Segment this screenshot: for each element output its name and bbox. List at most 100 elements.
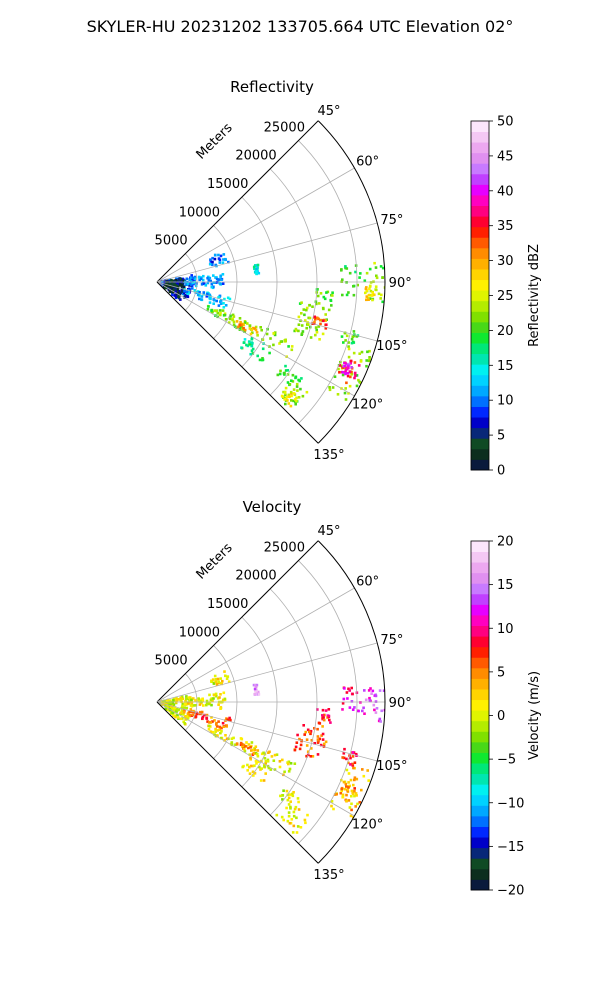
echo-gate	[189, 708, 193, 711]
range-axis-label: Meters	[194, 540, 236, 582]
echo-gate	[346, 365, 350, 368]
echo-gate	[255, 264, 258, 268]
echo-gate	[217, 720, 220, 723]
echo-gate	[295, 385, 299, 388]
echo-gate	[254, 690, 257, 693]
colorbar-tick-label: −15	[497, 840, 524, 855]
echo-gate	[213, 253, 217, 257]
echo-gate	[298, 737, 301, 741]
echo-gate	[187, 290, 190, 294]
azimuth-tick-label: 75°	[380, 633, 403, 648]
echo-gate	[316, 738, 320, 741]
echo-gate	[316, 753, 320, 756]
echo-gate	[329, 298, 332, 302]
echo-gate	[251, 770, 255, 774]
echo-gate	[283, 392, 287, 395]
colorbar-label: Velocity (m/s)	[527, 671, 542, 760]
echo-gate	[333, 375, 337, 378]
echo-gate	[220, 730, 223, 733]
echo-gate	[366, 769, 369, 772]
echo-gate	[345, 793, 348, 797]
echo-gate	[344, 782, 348, 786]
echo-gate	[360, 788, 363, 792]
panel-title: Velocity	[243, 498, 302, 516]
range-tick-label: 15000	[207, 597, 248, 612]
echo-gate	[177, 295, 180, 299]
echo-cluster	[210, 670, 231, 686]
echo-gate	[269, 337, 272, 340]
echo-gate	[179, 717, 183, 721]
echo-gate	[353, 371, 357, 375]
colorbar-tick-label: 15	[497, 578, 514, 593]
colorbar-segment	[471, 438, 489, 450]
echo-gate	[378, 717, 382, 721]
echo-gate	[159, 703, 163, 707]
echo-cluster	[293, 724, 328, 758]
azimuth-tick-label: 120°	[352, 818, 383, 833]
echo-gate	[176, 713, 179, 717]
echo-gate	[181, 702, 185, 706]
echo-gate	[224, 674, 227, 678]
echo-gate	[213, 257, 217, 261]
echo-gate	[254, 685, 258, 689]
echo-gate	[244, 745, 247, 748]
echo-gate	[347, 781, 350, 784]
echo-gate	[256, 266, 259, 270]
echo-gate	[347, 362, 351, 366]
echo-gate	[353, 778, 356, 782]
echo-gate	[355, 374, 359, 377]
echo-gate	[245, 343, 248, 347]
echo-gate	[255, 683, 259, 687]
echo-gate	[303, 733, 306, 736]
echo-gate	[281, 758, 284, 762]
echo-cluster	[208, 253, 230, 268]
echo-gate	[219, 707, 222, 710]
echo-gate	[350, 802, 353, 806]
echo-gate	[371, 298, 374, 302]
echo-gate	[354, 270, 357, 274]
range-tick-label: 10000	[179, 205, 220, 220]
echo-gate	[223, 313, 227, 317]
echo-gate	[316, 735, 320, 738]
echo-gate	[354, 752, 358, 756]
echo-gate	[169, 283, 172, 287]
echo-gate	[347, 799, 351, 802]
echo-gate	[275, 813, 279, 817]
echo-gate	[182, 291, 186, 295]
colorbar-segment	[471, 195, 489, 207]
echo-gate	[289, 800, 292, 803]
echo-cluster	[335, 780, 356, 802]
echo-gate	[367, 359, 371, 363]
echo-gate	[196, 712, 199, 716]
echo-gate	[302, 724, 305, 727]
colorbar-segment	[471, 720, 489, 732]
echo-gate	[330, 800, 334, 803]
echo-gate	[368, 285, 372, 288]
echo-gate	[193, 275, 197, 279]
colorbar-segment	[471, 678, 489, 690]
echo-gate	[313, 320, 316, 324]
azimuth-gridline	[156, 167, 355, 283]
echo-gate	[343, 364, 346, 368]
azimuth-tick-label: 60°	[356, 154, 379, 169]
echo-gate	[375, 288, 378, 292]
echo-gate	[207, 721, 211, 724]
echo-cluster	[282, 379, 309, 406]
echo-gate	[305, 390, 309, 394]
echo-gate	[316, 727, 319, 731]
echo-gate	[211, 263, 214, 267]
echo-gate	[294, 805, 298, 809]
azimuth-tick-label: 45°	[317, 524, 340, 539]
echo-gate	[343, 331, 347, 335]
echo-gate	[242, 328, 246, 332]
echo-gate	[283, 770, 286, 774]
echo-gate	[254, 759, 258, 763]
echo-gate	[215, 725, 219, 728]
echo-gate	[381, 300, 384, 304]
colorbar-tick-label: −10	[497, 796, 524, 811]
echo-gate	[299, 743, 303, 747]
echo-cluster	[314, 288, 334, 307]
echo-gate	[318, 737, 322, 741]
echo-gate	[211, 678, 215, 681]
